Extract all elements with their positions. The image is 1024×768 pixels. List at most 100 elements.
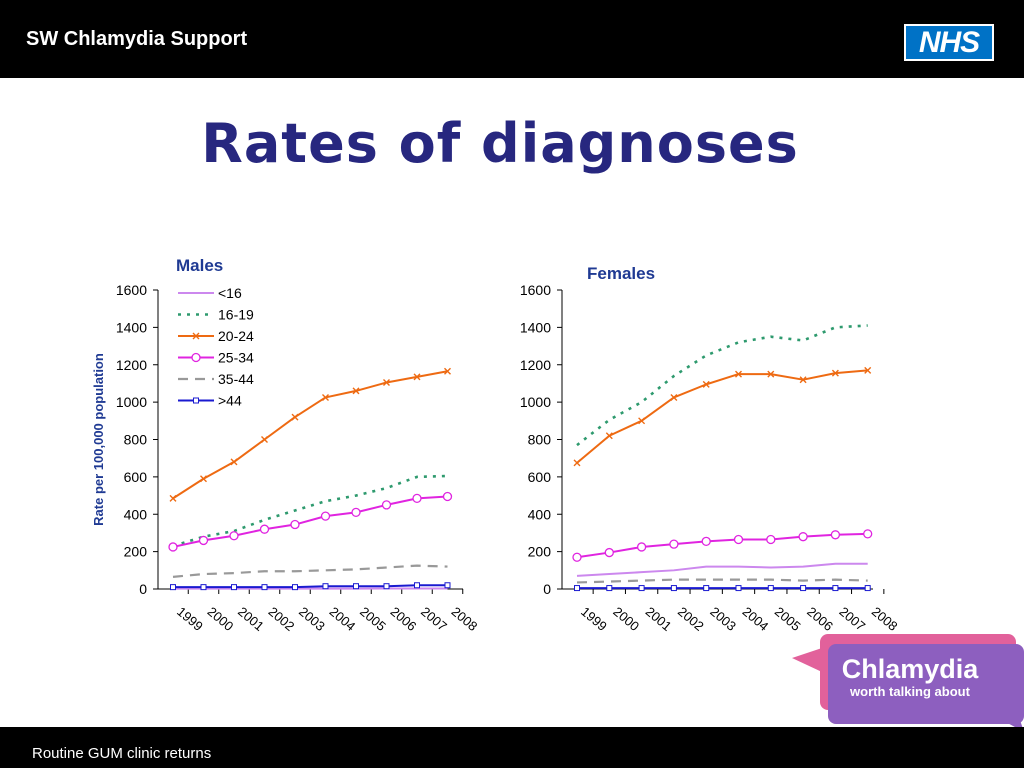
data-point-25-34 (290, 519, 300, 530)
y-tick-label: 1200 (116, 357, 147, 373)
data-point-20-24 (230, 458, 238, 466)
series-20-24 (573, 366, 872, 467)
data-point-20-24 (200, 475, 207, 483)
data-point-gt44 (638, 585, 645, 592)
data-point-20-24 (831, 369, 839, 377)
header-title: SW Chlamydia Support (26, 28, 248, 50)
y-tick-label: 1400 (116, 319, 147, 335)
data-point-20-24 (444, 367, 451, 375)
x-tick-label: 1999 (578, 604, 610, 634)
data-point-20-24 (413, 373, 421, 381)
legend-label-25-34: 25-34 (218, 350, 254, 366)
y-tick-label: 400 (124, 506, 148, 522)
x-tick-label: 2006 (388, 604, 420, 634)
badge-line2: worth talking about (849, 684, 971, 699)
data-point-20-24 (605, 432, 613, 440)
data-point-20-24 (261, 436, 268, 443)
y-tick-label: 800 (124, 432, 148, 448)
data-point-25-34 (572, 552, 582, 562)
data-point-gt44 (735, 585, 742, 592)
data-point-20-24 (702, 380, 710, 388)
data-point-20-24 (352, 387, 360, 395)
x-tick-label: 2000 (610, 604, 642, 634)
y-tick-label: 0 (543, 581, 551, 597)
x-tick-label: 2003 (707, 604, 739, 634)
series-line-20-24 (576, 369, 868, 464)
data-point-gt44 (200, 584, 207, 591)
series-line-gt44 (173, 584, 448, 589)
data-point-20-24 (767, 370, 775, 378)
data-point-25-34 (168, 542, 178, 552)
series-line-35-44 (576, 578, 868, 584)
data-point-gt44 (261, 584, 268, 591)
series-16-19 (576, 324, 868, 447)
x-tick-label: 2005 (772, 604, 804, 634)
data-point-25-34 (381, 500, 392, 510)
data-point-25-34 (604, 547, 614, 558)
series-line-lt16 (576, 562, 868, 577)
data-point-25-34 (636, 542, 647, 552)
data-point-gt44 (832, 585, 839, 592)
data-point-25-34 (830, 530, 841, 540)
series-25-34 (572, 529, 873, 562)
data-point-gt44 (292, 584, 298, 591)
data-point-25-34 (229, 531, 239, 541)
x-tick-label: 2004 (740, 604, 772, 634)
x-tick-label: 2002 (266, 604, 298, 634)
data-point-25-34 (198, 535, 209, 546)
x-tick-label: 2005 (357, 604, 389, 634)
series-lt16 (576, 562, 868, 577)
series-35-44 (576, 578, 868, 584)
series-line-35-44 (172, 564, 448, 578)
data-point-gt44 (414, 582, 420, 589)
y-tick-label: 600 (124, 469, 148, 485)
data-point-25-34 (351, 507, 361, 518)
data-point-25-34 (766, 534, 776, 545)
y-tick-label: 1000 (520, 394, 551, 410)
y-tick-label: 200 (124, 544, 148, 560)
x-tick-label: 2004 (327, 604, 359, 634)
y-tick-label: 600 (528, 469, 552, 485)
data-point-20-24 (383, 379, 390, 386)
chart-title: Females (587, 264, 655, 283)
data-point-25-34 (798, 532, 808, 542)
series-35-44 (172, 564, 448, 578)
series-line-25-34 (576, 532, 868, 559)
badge-line1: Chlamydia (842, 654, 980, 684)
data-point-20-24 (169, 494, 177, 502)
x-tick-label: 2001 (643, 604, 675, 634)
data-point-20-24 (670, 393, 678, 401)
series-gt44 (574, 585, 871, 592)
data-point-gt44 (574, 585, 580, 592)
data-point-20-24 (864, 366, 872, 374)
data-point-gt44 (353, 583, 359, 590)
data-point-20-24 (638, 417, 646, 425)
y-tick-label: 1600 (520, 282, 551, 298)
legend-marker-20-24 (192, 332, 200, 340)
series-16-19 (172, 474, 448, 548)
y-tick-label: 1600 (116, 282, 147, 298)
series-20-24 (169, 367, 451, 502)
slide-title: Rates of diagnoses (201, 112, 799, 175)
y-tick-label: 1000 (116, 394, 147, 410)
x-tick-label: 2000 (205, 604, 237, 634)
y-tick-label: 0 (139, 581, 147, 597)
data-point-gt44 (383, 583, 390, 590)
data-point-20-24 (322, 393, 329, 401)
series-line-16-19 (576, 324, 868, 447)
y-tick-label: 800 (528, 432, 552, 448)
data-point-gt44 (231, 584, 237, 591)
x-tick-label: 2007 (836, 604, 868, 634)
legend-marker-25-34 (191, 352, 201, 363)
chlamydia-badge: Chlamydia worth talking about (792, 634, 1024, 732)
x-tick-label: 2007 (418, 604, 450, 634)
chart-females: Females 0 200 400 600 800 1000 1200 1400 1600 1999… (520, 264, 901, 634)
header-bar: SW Chlamydia Support NHS (0, 0, 1024, 78)
data-point-gt44 (444, 582, 451, 589)
data-point-25-34 (412, 493, 422, 504)
data-point-25-34 (320, 511, 331, 521)
legend-label-16-19: 16-19 (218, 307, 254, 323)
footer-bar: Routine GUM clinic returns (0, 727, 1024, 768)
series-25-34 (168, 491, 453, 552)
